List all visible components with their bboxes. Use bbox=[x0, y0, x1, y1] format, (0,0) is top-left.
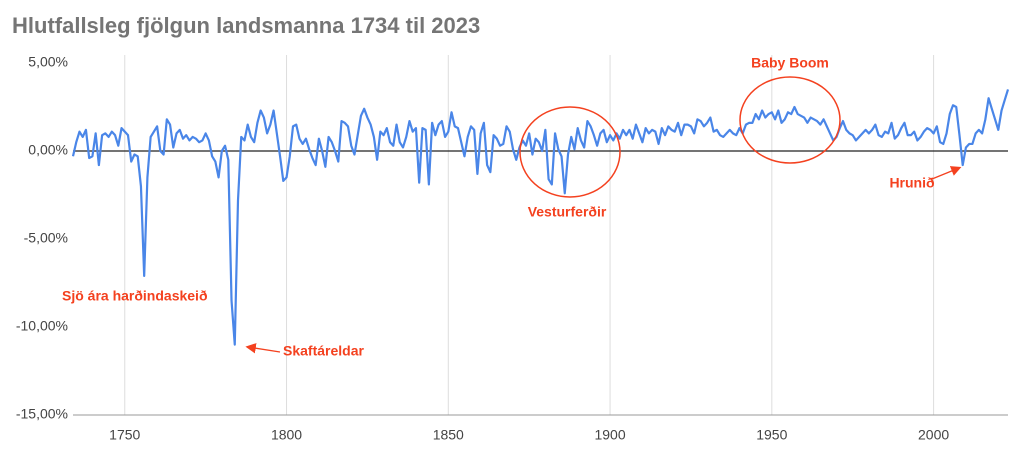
x-tick-label: 2000 bbox=[918, 427, 949, 443]
annotation: Sjö ára harðindaskeið bbox=[62, 288, 208, 304]
x-tick-label: 1750 bbox=[109, 427, 140, 443]
y-tick-label: 5,00% bbox=[28, 54, 68, 70]
y-tick-label: -15,00% bbox=[16, 406, 68, 422]
annotation-arrow bbox=[931, 166, 962, 180]
x-tick-label: 1950 bbox=[756, 427, 787, 443]
y-tick-label: -10,00% bbox=[16, 318, 68, 334]
chart-title: Hlutfallsleg fjölgun landsmanna 1734 til… bbox=[12, 13, 480, 38]
annotation: Vesturferðir bbox=[528, 204, 607, 220]
x-tick-label: 1900 bbox=[594, 427, 625, 443]
annotation: Hrunið bbox=[889, 175, 934, 191]
x-tick-label: 1800 bbox=[271, 427, 302, 443]
annotation-arrow bbox=[245, 343, 281, 354]
x-tick-label: 1850 bbox=[433, 427, 464, 443]
y-tick-label: 0,00% bbox=[28, 142, 68, 158]
highlight-circle bbox=[739, 76, 841, 164]
annotation: Skaftáreldar bbox=[283, 343, 364, 359]
annotation: Baby Boom bbox=[751, 55, 829, 71]
highlight-circle bbox=[519, 106, 621, 198]
data-line bbox=[71, 89, 1010, 346]
y-tick-label: -5,00% bbox=[24, 230, 68, 246]
